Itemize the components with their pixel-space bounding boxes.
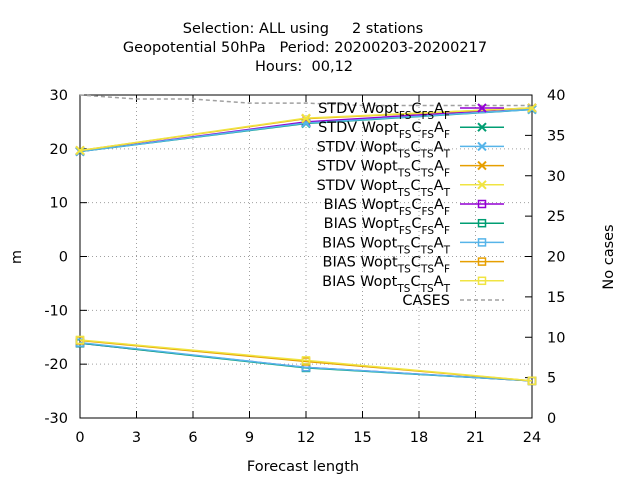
point-marker (75, 335, 85, 345)
point-marker (477, 103, 487, 113)
point-marker (477, 160, 487, 171)
legend-label: STDV WoptTSCTSAF (317, 159, 450, 180)
legend-label: STDV WoptFSCFSAF (318, 120, 450, 141)
y-tick-label: -20 (44, 357, 68, 373)
y-tick-label: 0 (59, 250, 68, 266)
legend-label: BIAS WoptTSCTSAT (322, 274, 450, 295)
series-group (75, 94, 537, 386)
point-marker (527, 104, 537, 115)
legend-label: BIAS WoptTSCTSAT (322, 235, 450, 256)
y2-axis-label: No cases (601, 224, 617, 289)
y-tick-label: 10 (50, 196, 68, 212)
legend-label: STDV WoptFSCFSAF (318, 101, 450, 122)
series-line (79, 339, 533, 382)
legend-label: BIAS WoptTSCTSAF (323, 255, 451, 276)
point-marker (477, 122, 487, 132)
x-tick-label: 24 (523, 430, 541, 446)
legend-label: CASES (402, 293, 450, 309)
y2-tick-label: 10 (547, 330, 565, 346)
y-tick-label: 20 (50, 142, 68, 158)
point-marker (301, 113, 311, 123)
y2-axis: 0 5 10 15 20 25 30 35 40 (525, 88, 565, 427)
x-tick-label: 15 (353, 430, 371, 446)
point-marker (477, 276, 487, 286)
y-tick-label: -10 (44, 303, 68, 319)
y-tick-label: 30 (50, 88, 68, 104)
point-marker (477, 141, 487, 152)
point-marker (527, 376, 537, 386)
legend-label: BIAS WoptFSCFSAF (324, 197, 450, 218)
point-marker (477, 199, 487, 209)
y2-tick-label: 0 (547, 411, 556, 427)
point-marker (75, 145, 85, 156)
point-marker (477, 218, 487, 228)
y2-tick-label: 40 (547, 88, 565, 104)
point-marker (477, 180, 487, 190)
y2-tick-label: 30 (547, 169, 565, 185)
x-tick-label: 0 (75, 430, 84, 446)
chart-title-line-2: Geopotential 50hPa Period: 20200203-2020… (123, 40, 487, 56)
y2-tick-label: 25 (547, 209, 565, 225)
y-tick-label: -30 (44, 411, 68, 427)
series-line (79, 94, 532, 107)
x-axis: 0 3 6 9 12 15 18 21 24 (75, 95, 541, 446)
y2-tick-label: 15 (547, 290, 565, 306)
point-marker (477, 257, 487, 266)
y2-tick-label: 35 (547, 128, 565, 144)
chart-title-line-3: Hours: 00,12 (255, 59, 353, 75)
point-marker (301, 356, 311, 365)
point-marker (477, 238, 487, 247)
y2-tick-label: 20 (547, 250, 565, 266)
legend-label: STDV WoptTSCTSAT (317, 178, 451, 199)
series-line (79, 341, 533, 382)
x-tick-label: 6 (188, 430, 197, 446)
x-axis-label: Forecast length (247, 459, 359, 475)
x-tick-label: 18 (410, 430, 428, 446)
y2-tick-label: 5 (547, 371, 556, 387)
x-tick-label: 12 (297, 430, 315, 446)
y-axis: -30 -20 -10 0 10 20 30 (44, 88, 87, 427)
x-tick-label: 21 (466, 430, 484, 446)
y-axis-label: m (9, 250, 25, 264)
x-tick-label: 9 (245, 430, 254, 446)
chart-title-line-1: Selection: ALL using 2 stations (183, 21, 424, 37)
legend-label: STDV WoptTSCTSAT (317, 139, 451, 160)
legend-label: BIAS WoptFSCFSAF (324, 216, 450, 237)
grid (80, 95, 532, 418)
x-tick-label: 3 (132, 430, 141, 446)
